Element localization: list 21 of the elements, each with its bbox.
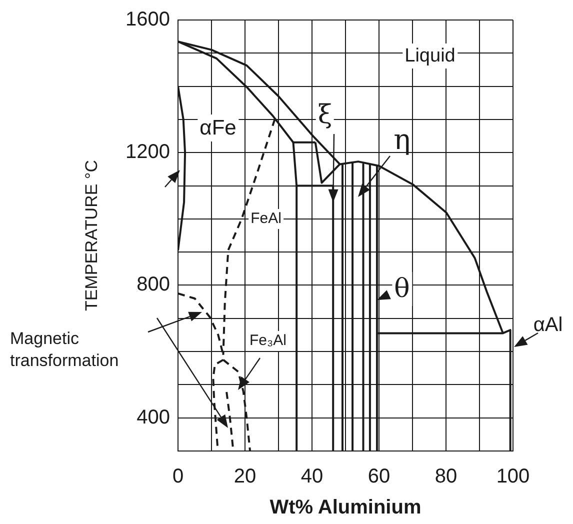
x-tick-label: 20 (234, 466, 256, 488)
annotation: Fe₃Al (248, 331, 288, 351)
annotation: FeAl (248, 209, 284, 229)
x-tick-label: 100 (496, 466, 530, 488)
y-tick-label: 1600 (126, 8, 170, 31)
text: αAl (533, 313, 563, 338)
y-tick-label: 400 (136, 406, 170, 428)
x-tick-label: 40 (300, 466, 324, 488)
annotation: θ (392, 272, 412, 306)
y-tick-label: 1200 (126, 141, 170, 164)
x-tick-label: 0 (172, 466, 184, 488)
x-tick-label: 80 (434, 466, 458, 488)
annotation: αFe (198, 114, 238, 142)
y-tick-label: 800 (136, 274, 170, 296)
text: Magnetic transformation (10, 328, 120, 372)
x-axis-title: Wt% Aluminium (270, 496, 422, 519)
annotation: η (394, 122, 410, 158)
annotation: ξ (316, 98, 334, 132)
y-axis-title: TEMPERATURE °C (82, 160, 101, 311)
x-tick-label: 60 (368, 466, 390, 488)
annotation: Liquid (402, 44, 458, 68)
